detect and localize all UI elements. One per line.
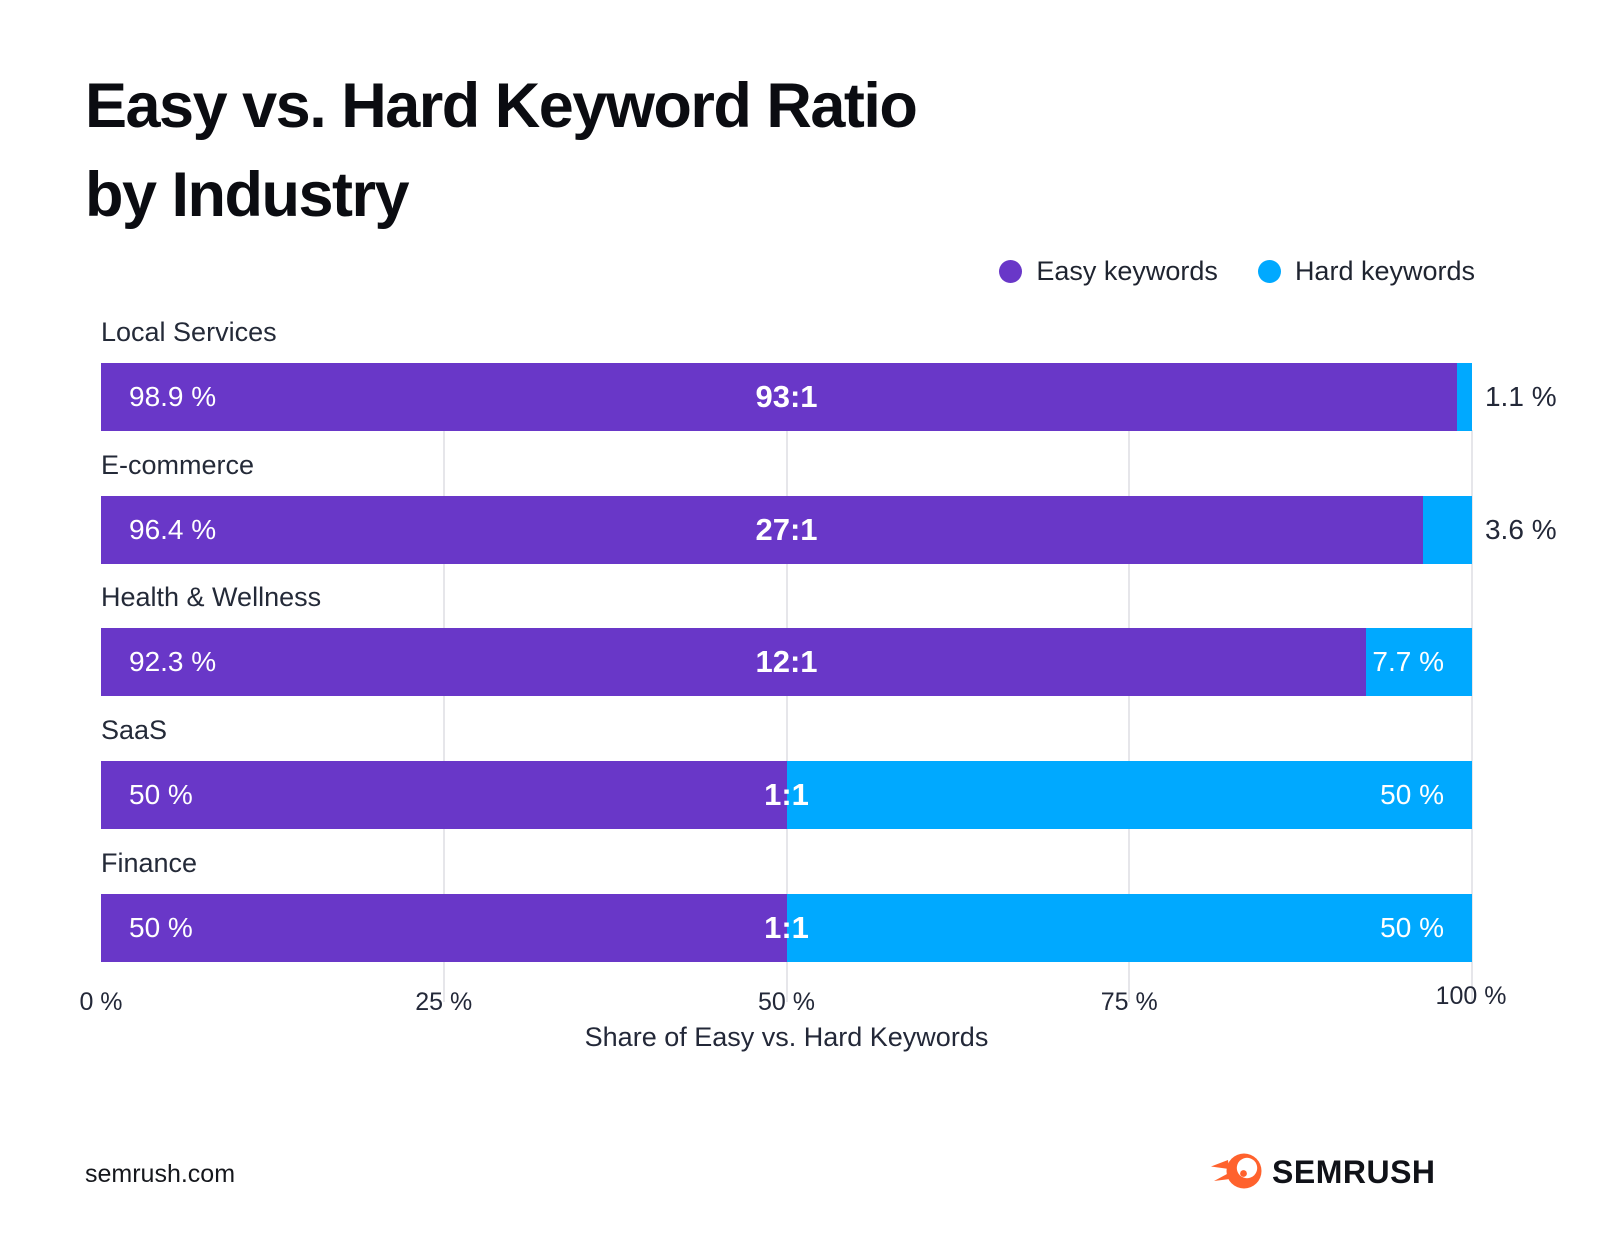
gridline <box>785 430 788 1002</box>
x-axis-title: Share of Easy vs. Hard Keywords <box>584 1022 989 1052</box>
easy-segment: 92.3 % <box>101 628 1367 696</box>
stacked-bar: 98.9 % 1.1 % 93:1 <box>101 363 1557 431</box>
easy-value-label: 98.9 % <box>129 381 217 412</box>
legend-label-easy: Easy keywords <box>1036 256 1218 286</box>
hard-value-label: 50 % <box>1380 912 1444 943</box>
semrush-logo: SEMRUSH <box>1211 1150 1436 1194</box>
x-tick-label: 50 % <box>758 988 815 1016</box>
ratio-label: 1:1 <box>764 910 809 945</box>
x-tick-label: 100 % <box>1435 982 1507 1010</box>
easy-segment: 96.4 % <box>101 496 1423 564</box>
gridline <box>442 430 445 1002</box>
ratio-label: 93:1 <box>755 379 818 414</box>
hard-value-label: 1.1 % <box>1484 381 1557 412</box>
x-tick-label: 75 % <box>1100 988 1158 1016</box>
chart-title-line1: Easy vs. Hard Keyword Ratio <box>85 71 918 141</box>
semrush-logo-text: SEMRUSH <box>1272 1153 1436 1190</box>
easy-segment: 50 % <box>101 894 787 962</box>
legend-item-easy: Easy keywords <box>999 256 1218 287</box>
legend-item-hard: Hard keywords <box>1257 256 1475 287</box>
semrush-flame-icon <box>1211 1153 1262 1189</box>
hard-segment: 50 % <box>786 894 1472 962</box>
hard-segment: 3.6 % <box>1422 496 1557 564</box>
hard-segment: 7.7 % <box>1366 628 1472 696</box>
legend: Easy keywords Hard keywords <box>999 256 1475 287</box>
stacked-bar: 96.4 % 3.6 % 27:1 <box>101 496 1557 564</box>
gridline <box>1128 430 1131 1002</box>
stacked-bar: 92.3 % 7.7 % 12:1 <box>101 628 1472 696</box>
easy-value-label: 50 % <box>129 912 193 943</box>
stacked-bar: 50 % 50 % 1:1 <box>101 894 1472 962</box>
ratio-label: 12:1 <box>755 644 818 679</box>
hard-keywords-dot-icon <box>1257 260 1281 283</box>
gridline <box>1471 430 1473 1002</box>
easy-keywords-dot-icon <box>999 260 1023 283</box>
chart-title-line2: by Industry <box>85 160 410 230</box>
hard-value-label: 50 % <box>1380 779 1444 810</box>
easy-segment: 50 % <box>101 761 787 829</box>
stacked-bar: 50 % 50 % 1:1 <box>101 761 1472 829</box>
x-tick-label: 25 % <box>415 988 473 1016</box>
category-label: E-commerce <box>101 450 255 480</box>
hard-segment: 50 % <box>786 761 1472 829</box>
category-label: Health & Wellness <box>101 582 322 612</box>
hard-value-label: 3.6 % <box>1484 514 1557 545</box>
x-tick-label: 0 % <box>79 988 123 1016</box>
footer-site-text: semrush.com <box>85 1160 236 1188</box>
category-label: Local Services <box>101 317 277 347</box>
legend-label-hard: Hard keywords <box>1294 256 1475 286</box>
hard-value-label: 7.7 % <box>1372 646 1444 677</box>
easy-value-label: 92.3 % <box>129 646 217 677</box>
easy-value-label: 50 % <box>129 779 193 810</box>
easy-value-label: 96.4 % <box>129 514 217 545</box>
ratio-label: 1:1 <box>764 777 809 812</box>
hard-segment: 1.1 % <box>1456 363 1557 431</box>
easy-segment: 98.9 % <box>101 363 1457 431</box>
category-label: SaaS <box>101 715 168 745</box>
chart-title: Easy vs. Hard Keyword Ratio by Industry <box>85 62 918 240</box>
ratio-label: 27:1 <box>755 512 818 547</box>
category-label: Finance <box>101 848 198 878</box>
